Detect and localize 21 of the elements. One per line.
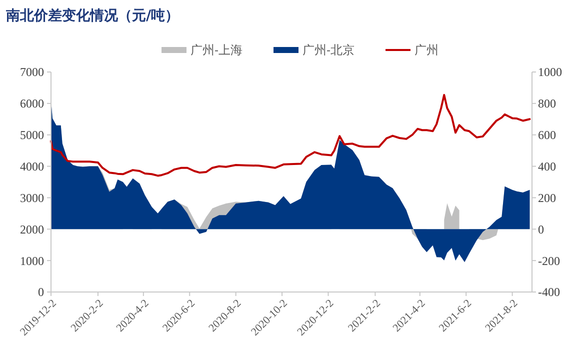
y2-tick-label: 200 bbox=[538, 190, 556, 205]
y-tick-label: 2000 bbox=[20, 222, 44, 236]
y2-tick-label: -400 bbox=[538, 285, 560, 300]
legend-label: 广州 bbox=[414, 43, 438, 58]
y-tick-label: 6000 bbox=[20, 96, 44, 111]
legend-label: 广州-上海 bbox=[190, 43, 242, 58]
chart-title: 南北价差变化情况（元/吨） bbox=[5, 7, 180, 24]
y-tick-label: 1000 bbox=[20, 254, 44, 268]
y2-tick-label: -200 bbox=[538, 254, 560, 268]
y2-tick-label: 0 bbox=[538, 222, 544, 236]
y-tick-label: 5000 bbox=[20, 128, 44, 142]
y-tick-label: 3000 bbox=[20, 190, 44, 205]
y2-tick-label: 600 bbox=[538, 128, 556, 142]
legend-label: 广州-北京 bbox=[302, 43, 354, 58]
y-tick-label: 7000 bbox=[20, 65, 44, 80]
y2-tick-label: 800 bbox=[538, 96, 556, 111]
line-series bbox=[50, 94, 531, 177]
y-tick-label: 0 bbox=[38, 285, 44, 300]
y2-tick-label: 1000 bbox=[538, 65, 562, 80]
y2-tick-label: 400 bbox=[538, 159, 556, 174]
y-tick-label: 4000 bbox=[20, 159, 44, 174]
